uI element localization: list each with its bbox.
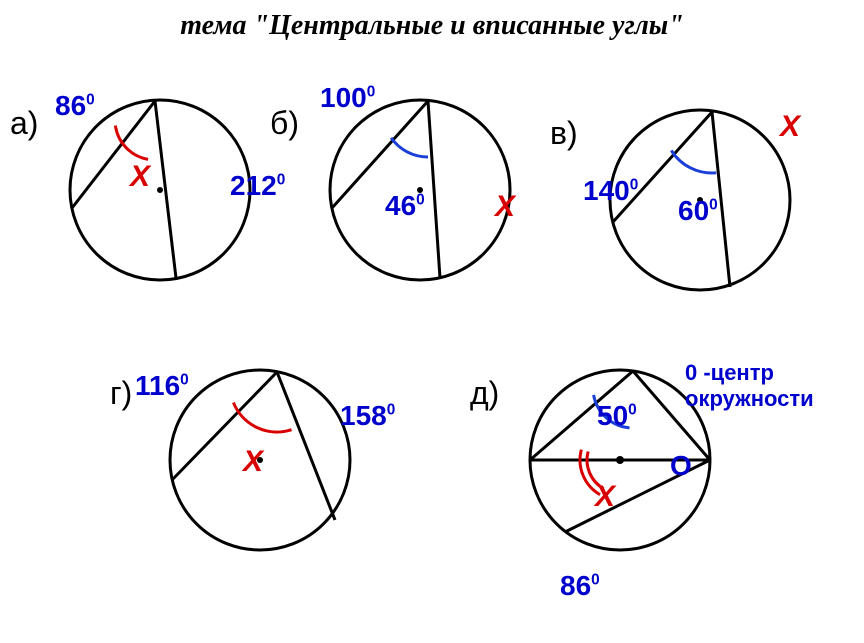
x-label-v: X (780, 110, 800, 144)
angle-arc-v (671, 150, 716, 173)
center-O-dot (616, 456, 624, 464)
diagram-canvas (0, 0, 864, 643)
x-label-d: X (595, 480, 615, 514)
x-label-g: X (243, 445, 263, 479)
x-label-a: X (130, 160, 150, 194)
note-d: 0 -центрокружности (685, 360, 814, 412)
center-dot-a (157, 187, 163, 193)
arc-label-d-1: 860 (560, 570, 600, 602)
arc-label-b-1: 460 (385, 190, 425, 222)
x-label-b: X (495, 190, 515, 224)
angle-arc-b (391, 138, 428, 157)
arc-label-d-0: 500 (597, 400, 637, 432)
problem-label-d: д) (470, 375, 499, 412)
arc-label-a-1: 2120 (230, 170, 285, 202)
arc-label-a-0: 860 (55, 90, 95, 122)
problem-label-v: в) (550, 115, 578, 152)
arc-label-v-0: 1400 (583, 175, 638, 207)
center-label-d: О (670, 450, 692, 482)
problem-label-b: б) (270, 105, 299, 142)
arc-label-b-0: 1000 (320, 82, 375, 114)
chord-g-1 (277, 372, 335, 520)
problem-label-a: а) (10, 105, 38, 142)
arc-label-g-0: 1160 (135, 370, 189, 402)
problem-label-g: г) (110, 375, 132, 412)
arc-label-v-1: 600 (678, 195, 718, 227)
arc-label-g-1: 1580 (340, 400, 395, 432)
chord-b-1 (428, 101, 440, 278)
